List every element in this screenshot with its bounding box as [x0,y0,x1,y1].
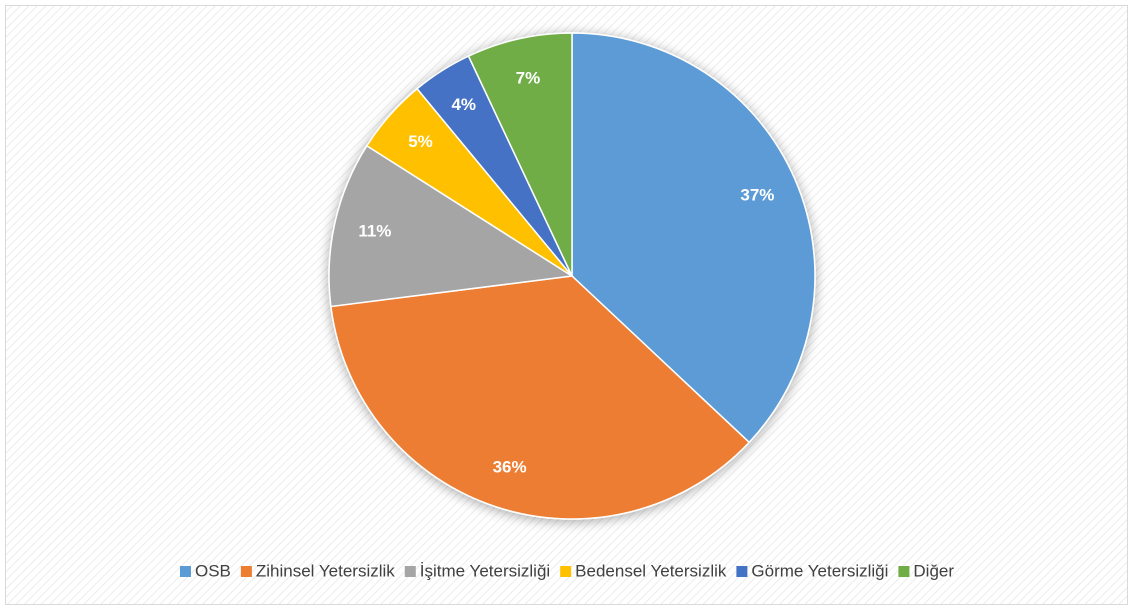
data-label: 37% [740,185,774,204]
data-label: 5% [408,132,433,151]
pie-slice [328,144,575,308]
pie-slice [330,275,751,520]
legend-label: İşitme Yetersizliği [420,561,550,580]
data-label: 11% [358,221,391,240]
pie [328,32,816,520]
data-labels: 37% 36% 11% 5% 4% 7% [358,68,774,476]
legend-label: Bedensel Yetersizlik [575,561,727,580]
legend-swatch [736,566,748,577]
legend-label: Görme Yetersizliği [751,561,888,580]
legend-swatch [179,566,191,577]
legend-label: Diğer [913,561,954,580]
pie-slice [571,32,816,444]
legend-swatch [240,566,252,577]
legend-swatch [560,566,572,577]
data-label: 4% [451,95,476,114]
pie-slice [467,32,573,277]
legend-swatch [404,566,416,577]
legend-label: Zihinsel Yetersizlik [256,561,395,580]
legend-swatch [898,566,910,577]
legend-label: OSB [195,561,231,580]
data-label: 7% [516,68,541,87]
legend: OSB Zihinsel Yetersizlik İşitme Yetersizli… [179,561,954,580]
data-label: 36% [493,458,527,477]
